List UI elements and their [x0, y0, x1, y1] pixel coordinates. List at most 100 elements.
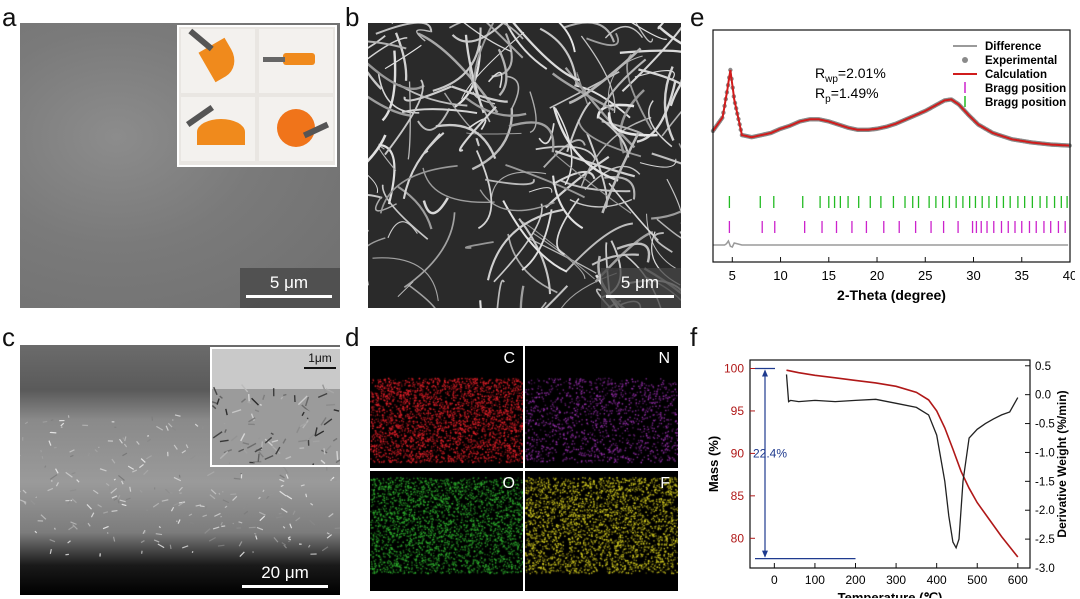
nanofiber	[486, 208, 564, 281]
nanofiber	[378, 143, 396, 205]
tga-y2-tick-label: 0.5	[1035, 361, 1051, 373]
texture-stroke	[201, 426, 204, 430]
scalebar-line	[304, 367, 336, 369]
texture-stroke	[321, 546, 329, 552]
texture-stroke	[275, 516, 283, 519]
panel-b-letter: b	[345, 2, 360, 32]
texture-stroke	[271, 445, 281, 455]
nanofiber	[565, 222, 633, 273]
scalebar-box-a	[240, 268, 340, 308]
eds-texture	[525, 471, 678, 591]
nanofiber	[519, 285, 525, 308]
nanofiber	[528, 187, 553, 193]
texture-stroke	[246, 442, 257, 449]
nanofiber	[656, 218, 681, 239]
nanofiber	[479, 189, 555, 212]
xrd-x-tick-label: 35	[1015, 268, 1029, 283]
texture-stroke	[314, 427, 318, 437]
nanofiber	[621, 26, 681, 93]
nanofiber	[448, 23, 524, 40]
texture-stroke	[106, 532, 109, 534]
texture-stroke	[219, 450, 229, 460]
texture-stroke	[270, 432, 274, 436]
nanofiber	[407, 81, 411, 160]
texture-stroke	[92, 489, 99, 495]
texture-stroke	[139, 463, 144, 469]
nanofiber	[604, 25, 644, 39]
texture-stroke	[264, 438, 273, 447]
texture-stroke	[282, 438, 287, 444]
texture-stroke	[165, 425, 169, 431]
tga-x-tick-label: 100	[805, 573, 825, 587]
texture-stroke	[156, 425, 164, 431]
texture-stroke	[240, 398, 246, 403]
tga-mass-loss-label: 22.4%	[753, 447, 787, 461]
texture-stroke	[97, 504, 102, 508]
nanofiber	[619, 49, 681, 54]
texture-stroke	[103, 511, 109, 514]
texture-stroke	[331, 479, 337, 482]
eds-texture	[370, 471, 523, 591]
texture-stroke	[220, 515, 222, 518]
texture-stroke	[212, 452, 216, 457]
nanofiber	[375, 23, 433, 35]
texture-stroke	[127, 465, 135, 470]
photo-cell	[181, 97, 255, 161]
inset-texture	[212, 384, 340, 465]
texture-stroke	[236, 460, 239, 464]
tga-x-tick-label: 200	[845, 573, 865, 587]
texture-stroke	[122, 452, 128, 457]
nanofiber	[553, 153, 632, 214]
texture-stroke	[161, 499, 169, 502]
photo-cell	[259, 97, 333, 161]
nanofiber	[368, 37, 408, 60]
scalebar-c: 20 μm	[242, 563, 328, 588]
nanofiber	[368, 40, 407, 50]
texture-stroke	[218, 492, 221, 495]
texture-stroke	[332, 461, 338, 465]
texture-stroke	[258, 496, 261, 500]
texture-stroke	[287, 539, 292, 543]
tga-y2-tick-label: -0.5	[1035, 419, 1055, 431]
xrd-rwp-annotation: Rwp=2.01%	[815, 65, 886, 85]
nanofiber	[657, 25, 681, 45]
xrd-x-tick-label: 10	[773, 268, 787, 283]
tga-mass-line	[786, 369, 1019, 558]
texture-stroke	[72, 524, 78, 530]
nanofiber	[465, 97, 527, 117]
texture-stroke	[182, 545, 189, 549]
texture-stroke	[207, 471, 215, 477]
nanofiber	[384, 44, 422, 70]
nanofiber	[471, 108, 513, 171]
nanofiber	[558, 23, 576, 53]
texture-stroke	[40, 514, 47, 520]
texture-stroke	[136, 440, 140, 445]
tga-chart: 0 100 200 300 400 500 600 80 85 90 95 100 0.5 0.0 -0…	[706, 359, 1069, 598]
texture-stroke	[238, 521, 243, 524]
texture-stroke	[240, 446, 248, 454]
nanofiber	[616, 242, 651, 263]
nanofiber	[451, 23, 505, 43]
texture-stroke	[20, 490, 21, 493]
nanofiber	[569, 198, 633, 208]
texture-stroke	[258, 437, 261, 440]
scalebar-line	[606, 295, 674, 298]
eds-texture	[370, 346, 523, 468]
eds-map-f: F	[525, 471, 678, 591]
texture-stroke	[212, 398, 216, 401]
scalebar-label-c: 20 μm	[261, 563, 309, 582]
texture-stroke	[178, 486, 184, 492]
sem-image-b: 5 μm	[368, 23, 681, 308]
nanofiber	[368, 194, 383, 199]
texture-stroke	[312, 463, 315, 465]
nanofiber	[559, 179, 631, 193]
texture-stroke	[123, 443, 128, 448]
texture-stroke	[282, 526, 286, 529]
panel-c-letter: c	[2, 322, 15, 352]
texture-stroke	[219, 395, 223, 399]
nanofiber	[485, 23, 524, 59]
texture-stroke	[264, 436, 273, 444]
texture-stroke	[23, 501, 27, 505]
tga-derivative-line	[785, 374, 1019, 550]
nanofiber	[401, 108, 478, 114]
